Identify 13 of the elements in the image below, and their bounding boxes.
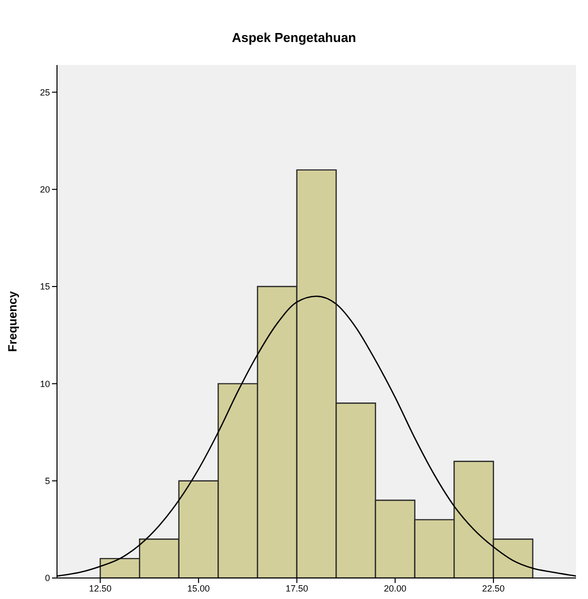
y-tick-label: 20 <box>40 184 50 195</box>
y-tick-label: 0 <box>44 573 50 584</box>
x-tick-label: 17.50 <box>286 583 308 594</box>
x-tick-label: 22.50 <box>482 583 505 594</box>
y-tick-label: 25 <box>40 87 50 98</box>
chart-title: Aspek Pengetahuan <box>230 30 358 45</box>
y-axis-title: Frequency <box>5 290 20 352</box>
x-tick-label: 15.00 <box>187 583 210 594</box>
x-tick-label: 20.00 <box>384 583 406 594</box>
x-tick-label: 12.50 <box>88 583 112 594</box>
y-tick-label: 10 <box>40 378 50 389</box>
y-tick-label: 5 <box>44 476 50 486</box>
y-tick-label: 15 <box>40 282 50 292</box>
